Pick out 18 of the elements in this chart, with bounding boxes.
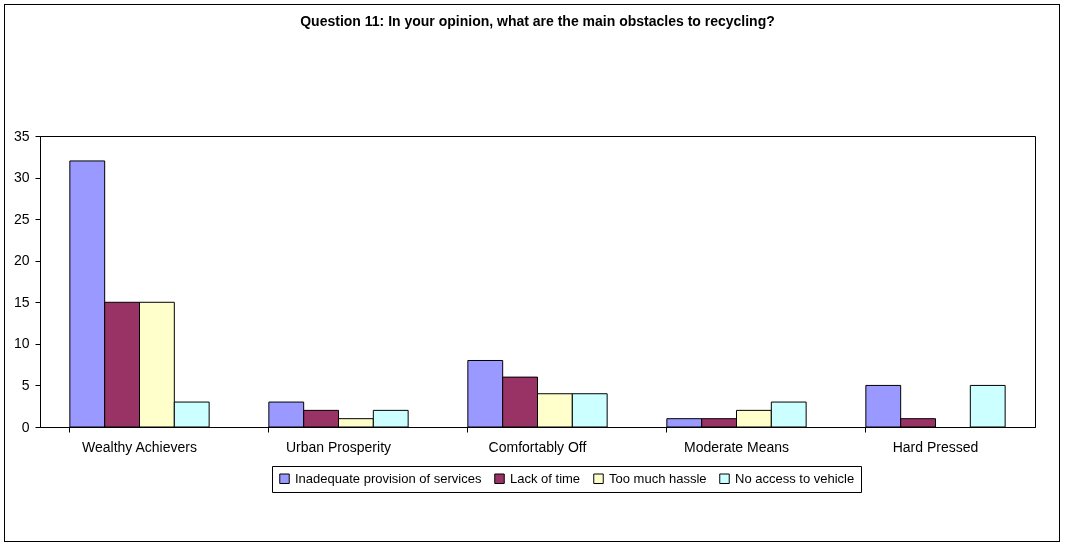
y-tick-label: 30	[13, 169, 30, 186]
y-tick-label: 5	[21, 376, 30, 393]
legend-label: Too much hassle	[609, 470, 707, 486]
y-tick-label: 10	[13, 335, 30, 352]
x-tick-label: Hard Pressed	[892, 438, 979, 455]
legend-label: Lack of time	[510, 470, 581, 486]
y-tick-label: 15	[13, 293, 30, 310]
legend-label: No access to vehicle	[735, 470, 855, 486]
y-tick-label: 0	[21, 418, 30, 435]
x-tick-label: Comfortably Off	[488, 438, 587, 455]
legend-label: Inadequate provision of services	[295, 470, 482, 486]
y-tick-label: 20	[13, 252, 30, 269]
x-tick-label: Moderate Means	[683, 438, 790, 455]
chart-title: Question 11: In your opinion, what are the main obstacles to recycling?	[300, 13, 775, 29]
x-tick-label: Wealthy Achievers	[82, 438, 197, 455]
x-tick-label: Urban Prosperity	[285, 438, 392, 455]
y-tick-label: 35	[13, 127, 30, 144]
y-tick-label: 25	[13, 210, 30, 227]
